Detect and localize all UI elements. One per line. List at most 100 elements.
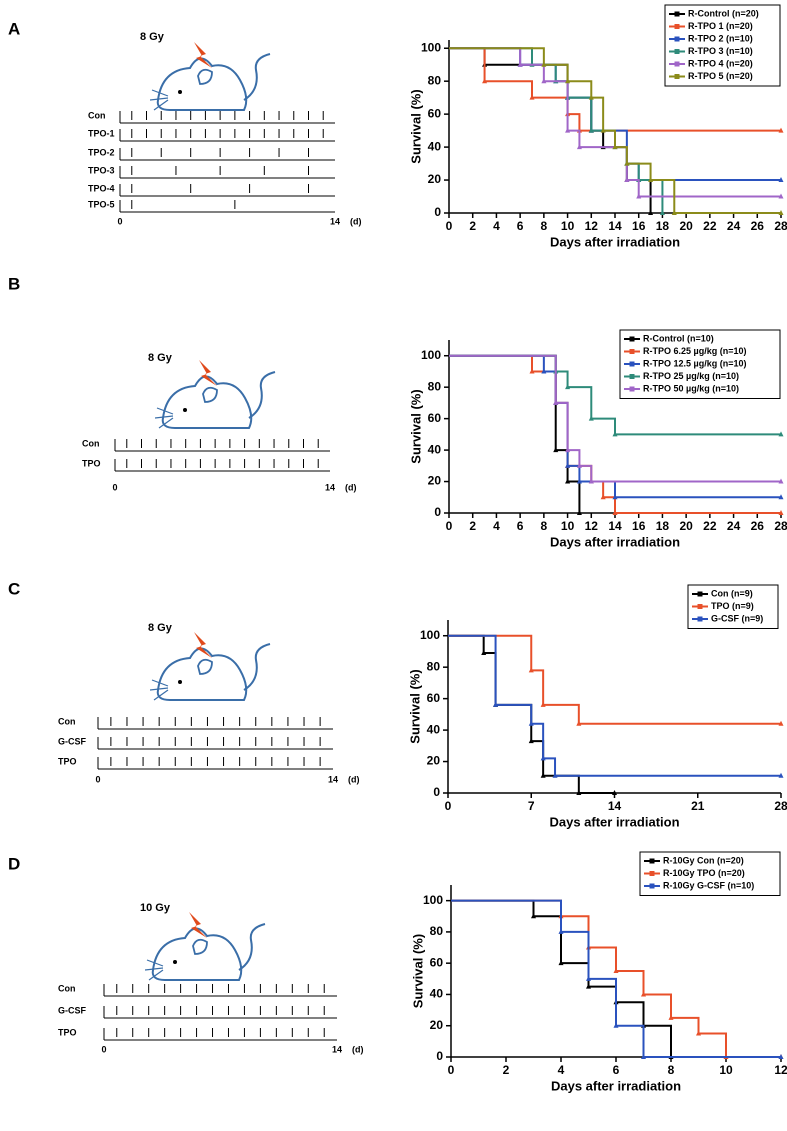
legend-swatch-marker <box>674 49 680 54</box>
censor-marker <box>540 701 546 707</box>
censor-marker <box>565 127 571 133</box>
x-tick-label: 0 <box>446 519 453 533</box>
timeline-end-label: 14 <box>328 774 338 784</box>
legend-swatch-marker <box>649 858 655 864</box>
censor-marker <box>481 650 487 656</box>
timeline-start-label: 0 <box>117 216 122 226</box>
y-tick-label: 0 <box>434 505 441 519</box>
censor-marker <box>613 1022 619 1028</box>
y-tick-label: 80 <box>428 73 442 87</box>
y-tick-label: 0 <box>433 785 440 799</box>
y-tick-label: 100 <box>420 628 440 642</box>
timeline-unit: (d) <box>348 774 360 784</box>
x-tick-label: 7 <box>528 799 535 813</box>
y-tick-label: 40 <box>428 139 442 153</box>
legend-swatch-marker <box>649 883 655 889</box>
censor-marker <box>576 720 582 726</box>
y-tick-label: 60 <box>427 691 441 705</box>
y-tick-label: 80 <box>430 924 444 938</box>
censor-marker <box>531 913 536 919</box>
censor-marker <box>553 399 559 405</box>
x-axis-label: Days after irradiation <box>550 234 680 249</box>
censor-marker <box>528 738 534 744</box>
survival-curve <box>449 47 781 132</box>
dose-label: 8 Gy <box>148 352 173 364</box>
x-tick-label: 4 <box>493 519 500 533</box>
y-tick-label: 40 <box>430 987 444 1001</box>
censor-marker <box>517 61 523 67</box>
survival-curve <box>451 899 781 1058</box>
censor-marker <box>659 210 665 215</box>
legend-label: R-TPO 2 (n=10) <box>688 33 753 43</box>
x-axis-label: Days after irradiation <box>550 534 680 549</box>
censor-marker <box>588 478 594 484</box>
censor-marker <box>778 177 784 183</box>
x-tick-label: 2 <box>503 1063 510 1077</box>
x-tick-label: 10 <box>561 219 575 233</box>
row-label: TPO <box>58 1027 77 1037</box>
censor-marker <box>541 368 547 374</box>
survival-curve <box>449 47 781 214</box>
x-tick-label: 12 <box>585 219 599 233</box>
y-tick-label: 80 <box>427 659 441 673</box>
x-tick-label: 6 <box>517 219 524 233</box>
legend-label: Con (n=9) <box>711 588 753 598</box>
x-tick-label: 8 <box>541 219 548 233</box>
legend-label: R-Control (n=10) <box>643 333 714 343</box>
x-tick-label: 10 <box>561 519 575 533</box>
y-tick-label: 40 <box>428 442 442 456</box>
x-tick-label: 0 <box>448 1063 455 1077</box>
legend-label: R-Control (n=20) <box>688 8 759 18</box>
row-label: TPO-4 <box>88 183 115 193</box>
censor-marker <box>528 720 534 726</box>
censor-marker <box>612 510 618 515</box>
legend-swatch-marker <box>629 336 635 342</box>
censor-marker <box>586 983 591 989</box>
censor-marker <box>648 210 654 215</box>
censor-marker <box>565 447 571 453</box>
legend-label: R-TPO 1 (n=20) <box>688 21 753 31</box>
legend-swatch-marker <box>674 24 680 29</box>
x-tick-label: 6 <box>613 1063 620 1077</box>
censor-marker <box>778 431 784 437</box>
y-tick-label: 20 <box>427 754 441 768</box>
x-tick-label: 28 <box>774 219 787 233</box>
x-tick-label: 2 <box>469 219 476 233</box>
censor-marker <box>778 193 784 199</box>
panel-label: B <box>8 274 20 293</box>
x-tick-label: 18 <box>656 219 670 233</box>
x-tick-label: 20 <box>679 519 693 533</box>
censor-marker <box>636 193 642 199</box>
legend-label: R-TPO 5 (n=20) <box>688 71 753 81</box>
legend-box <box>639 851 781 896</box>
mouse-icon <box>150 41 271 111</box>
censor-marker <box>624 177 630 183</box>
x-tick-label: 24 <box>727 219 741 233</box>
legend-swatch-marker <box>629 374 635 379</box>
censor-marker <box>600 494 606 500</box>
y-tick-label: 40 <box>427 722 441 736</box>
row-label: TPO-2 <box>88 147 115 157</box>
row-label: G-CSF <box>58 736 87 746</box>
legend-label: TPO (n=9) <box>711 601 754 611</box>
censor-marker <box>552 772 558 778</box>
dose-label: 8 Gy <box>140 31 165 43</box>
x-tick-label: 26 <box>751 219 765 233</box>
censor-marker <box>540 772 546 778</box>
timeline-end-label: 14 <box>325 482 335 492</box>
x-tick-label: 24 <box>727 519 741 533</box>
legend-box <box>664 4 781 87</box>
legend-swatch-marker <box>697 591 703 597</box>
legend-swatch-marker <box>629 386 635 392</box>
censor-marker <box>648 177 654 183</box>
row-label: TPO-5 <box>88 199 115 209</box>
row-label: Con <box>58 716 76 726</box>
legend-swatch-marker <box>674 74 680 79</box>
censor-marker <box>576 790 582 795</box>
row-label: TPO-3 <box>88 165 115 175</box>
x-tick-label: 20 <box>679 219 693 233</box>
row-label: Con <box>58 983 76 993</box>
x-tick-label: 12 <box>774 1063 787 1077</box>
censor-marker <box>558 928 564 934</box>
y-axis-label: Survival (%) <box>408 389 423 463</box>
